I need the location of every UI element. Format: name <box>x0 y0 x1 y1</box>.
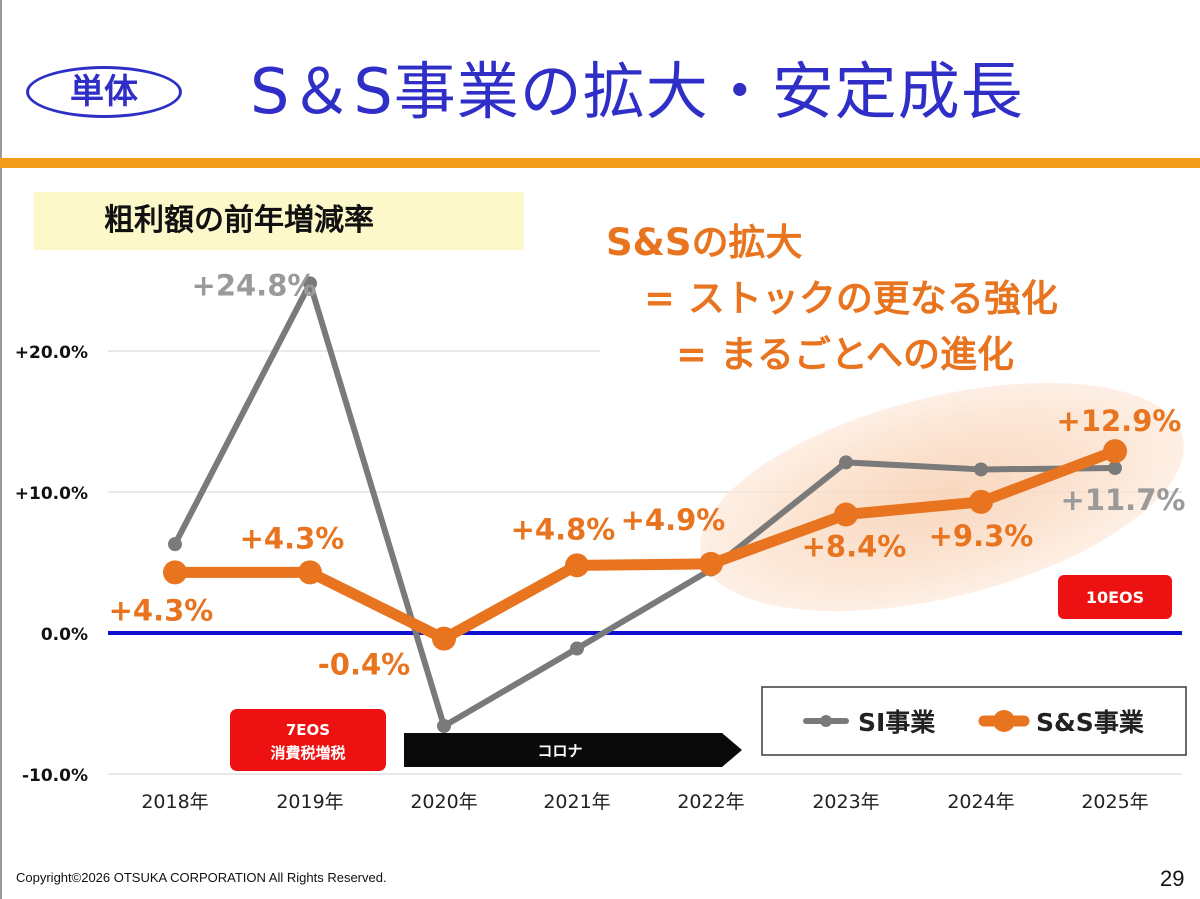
series-0-point <box>1108 461 1122 476</box>
series-1-point <box>699 551 723 576</box>
series-1-point <box>432 626 456 651</box>
series-1-point <box>163 560 187 585</box>
data-label-series-1: +12.9% <box>1057 404 1182 438</box>
eos7-label-2: 消費税増税 <box>270 744 345 762</box>
data-label-series-1: +9.3% <box>929 519 1034 553</box>
series-1-point <box>565 553 589 578</box>
series-1-point <box>298 560 322 585</box>
highlight-ellipse <box>700 382 1184 612</box>
corona-label: コロナ <box>537 742 582 760</box>
series-0-point <box>437 719 451 734</box>
data-label-series-1: +4.8% <box>511 512 616 546</box>
data-label-series-1: -0.4% <box>318 648 410 682</box>
tagline-line-3: = まるごとへの進化 <box>676 333 1015 376</box>
series-1-point <box>969 489 993 514</box>
series-0-point <box>303 276 317 291</box>
chart-label-box: 粗利額の前年増減率 <box>34 192 524 250</box>
x-tick-label: 2018年 <box>141 791 208 813</box>
legend-label: S&S事業 <box>1036 708 1144 737</box>
legend-label: SI事業 <box>858 708 935 737</box>
data-label-series-0: +11.7% <box>1061 483 1186 517</box>
x-tick-label: 2020年 <box>410 791 477 813</box>
data-label-series-1: +4.3% <box>240 521 345 555</box>
data-label-series-0: +24.8% <box>192 268 317 302</box>
x-tick-label: 2019年 <box>276 791 343 813</box>
y-tick-label: -10.0% <box>22 766 88 786</box>
copyright: Copyright©2026 OTSUKA CORPORATION All Ri… <box>16 870 387 885</box>
tagline-line-1: S&Sの拡大 <box>606 221 803 264</box>
x-tick-label: 2025年 <box>1081 791 1148 813</box>
x-tick-label: 2022年 <box>677 791 744 813</box>
eos7-box <box>230 709 386 771</box>
title-divider <box>0 158 1200 168</box>
x-tick-label: 2021年 <box>543 791 610 813</box>
series-0-point <box>168 537 182 552</box>
series-0-point <box>570 641 584 656</box>
series-0-point <box>839 455 853 470</box>
series-0-point <box>974 462 988 477</box>
series-1-point <box>1103 439 1127 464</box>
series-line-1 <box>169 445 1121 645</box>
y-tick-label: +10.0% <box>15 484 88 504</box>
data-label-series-1: +4.3% <box>109 593 214 627</box>
data-label-series-1: +4.9% <box>621 503 726 537</box>
data-label-series-1: +8.4% <box>802 530 907 564</box>
y-tick-label: 0.0% <box>41 625 88 645</box>
x-tick-label: 2023年 <box>812 791 879 813</box>
slide-title: S＆S事業の拡大・安定成長 <box>250 55 1024 128</box>
legend-swatch-marker <box>820 715 832 727</box>
corona-arrow <box>404 733 742 767</box>
legend-swatch-marker <box>993 710 1015 732</box>
tagline-line-2: = ストックの更なる強化 <box>644 277 1058 320</box>
eos10-box <box>1058 575 1172 619</box>
series-line-0 <box>172 280 1118 730</box>
scope-badge: 単体 <box>26 66 182 118</box>
eos10-label: 10EOS <box>1086 588 1144 607</box>
x-tick-label: 2024年 <box>947 791 1014 813</box>
series-1-point <box>834 502 858 527</box>
chart-label: 粗利額の前年増減率 <box>104 203 374 238</box>
page-number: 29 <box>1160 866 1185 891</box>
eos7-label-1: 7EOS <box>286 721 330 739</box>
left-edge-rule <box>0 0 2 899</box>
y-tick-label: +20.0% <box>15 343 88 363</box>
